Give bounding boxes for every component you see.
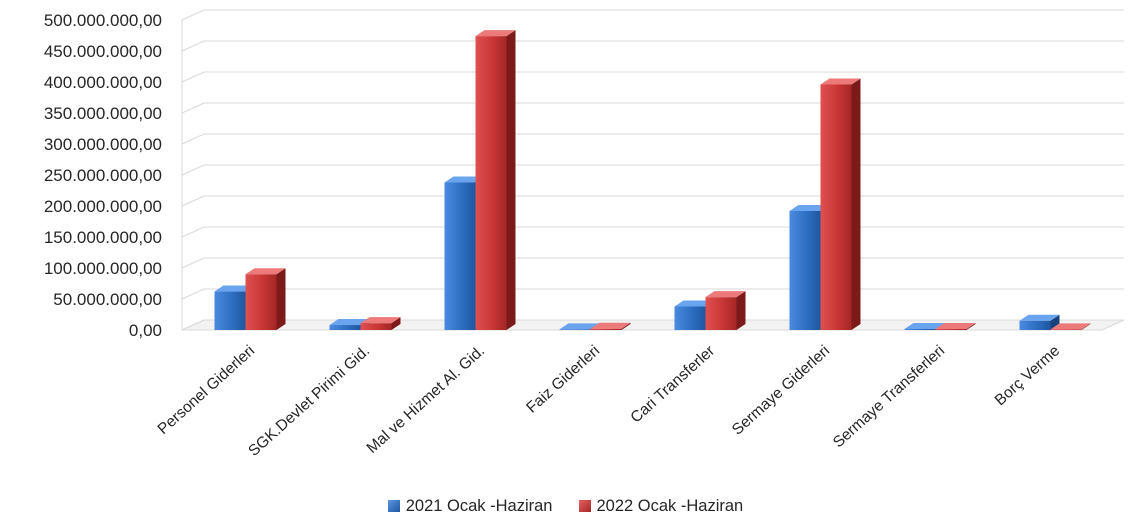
- bar-2021-3: [559, 329, 591, 330]
- bar-side-2021-7: [1050, 314, 1060, 330]
- grid-layer: [181, 9, 1124, 331]
- bar-top-2022-5: [820, 78, 861, 85]
- gridline: [181, 9, 1124, 21]
- legend-label-2022: 2022 Ocak -Haziran: [596, 496, 744, 515]
- y-tick-label: 350.000.000,00: [44, 104, 162, 123]
- legend-swatch-2022: [578, 500, 591, 512]
- gridline: [181, 257, 1124, 269]
- y-tick-label: 150.000.000,00: [44, 228, 162, 247]
- gridline: [181, 195, 1124, 207]
- bar-top-2022-6: [935, 323, 976, 329]
- bar-2021-0: [214, 291, 246, 330]
- bar-top-2021-3: [559, 323, 600, 330]
- gridline: [181, 71, 1124, 83]
- bar-top-2022-1: [360, 317, 401, 324]
- x-category-label: Sermaye Transferleri: [830, 342, 948, 451]
- y-tick-label: 50.000.000,00: [53, 290, 162, 309]
- bar-2021-4: [674, 306, 706, 330]
- bar-side-2022-1: [391, 317, 401, 330]
- bar-side-2022-4: [736, 291, 746, 330]
- bar-2021-6: [904, 329, 936, 330]
- gridline: [181, 102, 1124, 114]
- bar-2022-6: [935, 329, 967, 330]
- x-category-label: Sermaye Giderleri: [729, 342, 833, 438]
- bar-2022-0: [245, 274, 277, 330]
- y-tick-label: 450.000.000,00: [44, 42, 162, 61]
- bar-top-2021-6: [904, 323, 945, 329]
- x-category-label: Borç Verme: [992, 342, 1064, 409]
- legend-label-2021: 2021 Ocak -Haziran: [405, 496, 553, 515]
- bar-2022-5: [820, 84, 852, 330]
- gridline: [181, 40, 1124, 52]
- bar-top-2021-4: [674, 300, 715, 307]
- legend: 2021 Ocak -Haziran 2022 Ocak -Haziran: [0, 494, 1131, 518]
- bar-2022-2: [475, 36, 507, 331]
- bar-side-2022-0: [276, 268, 286, 330]
- bar-2022-1: [360, 323, 392, 330]
- x-category-label: Mal ve Hizmet Al. Gid.: [363, 342, 488, 457]
- gridline: [181, 288, 1124, 300]
- y-tick-label: 0,00: [129, 321, 162, 340]
- bar-2022-7: [1050, 329, 1082, 330]
- bar-top-2022-4: [705, 291, 746, 298]
- y-tick-label: 300.000.000,00: [44, 135, 162, 154]
- bar-2021-5: [789, 210, 821, 330]
- bar-top-2021-2: [444, 176, 485, 183]
- bar-side-2022-3: [621, 322, 631, 330]
- y-tick-labels: 0,00 50.000.000,00 100.000.000,00 150.000.0…: [44, 11, 162, 340]
- gridline: [181, 226, 1124, 238]
- bar-top-2021-0: [214, 285, 255, 292]
- legend-swatch-2021: [387, 500, 400, 512]
- bar-2022-4: [705, 297, 737, 330]
- legend-item-2021: 2021 Ocak -Haziran: [387, 496, 553, 516]
- bar-side-2022-5: [851, 78, 861, 330]
- bar-side-2022-6: [966, 323, 976, 330]
- y-tick-label: 100.000.000,00: [44, 259, 162, 278]
- bar-2021-1: [329, 325, 361, 330]
- y-tick-label: 250.000.000,00: [44, 166, 162, 185]
- bar-top-2021-5: [789, 204, 830, 211]
- bar-top-2021-1: [329, 319, 370, 326]
- bar-2021-7: [1019, 320, 1051, 330]
- bar-top-2022-3: [590, 322, 631, 329]
- y-tick-label: 500.000.000,00: [44, 11, 162, 30]
- y-tick-label: 200.000.000,00: [44, 197, 162, 216]
- bar-2022-3: [590, 328, 622, 330]
- gridline: [181, 164, 1124, 176]
- x-category-label: Cari Transferler: [627, 342, 718, 426]
- bar-top-2021-7: [1019, 314, 1060, 321]
- bar-top-2022-2: [475, 30, 516, 37]
- x-category-label: Faiz Giderleri: [523, 342, 603, 416]
- legend-item-2022: 2022 Ocak -Haziran: [578, 496, 744, 516]
- y-tick-label: 400.000.000,00: [44, 73, 162, 92]
- bar-top-2022-0: [245, 268, 286, 275]
- x-category-label: Personel Giderleri: [155, 342, 259, 438]
- bar-side-2022-2: [506, 30, 516, 331]
- x-category-label: SGK.Devlet Pirimi Gid.: [245, 342, 373, 460]
- axis-layer: [181, 20, 1125, 331]
- bar-2021-2: [444, 182, 476, 330]
- chart-floor: [181, 319, 1125, 331]
- bar-side-2022-7: [1081, 323, 1091, 330]
- gridline: [181, 133, 1124, 145]
- bars-layer: [214, 30, 1091, 331]
- bar-top-2022-7: [1050, 323, 1091, 330]
